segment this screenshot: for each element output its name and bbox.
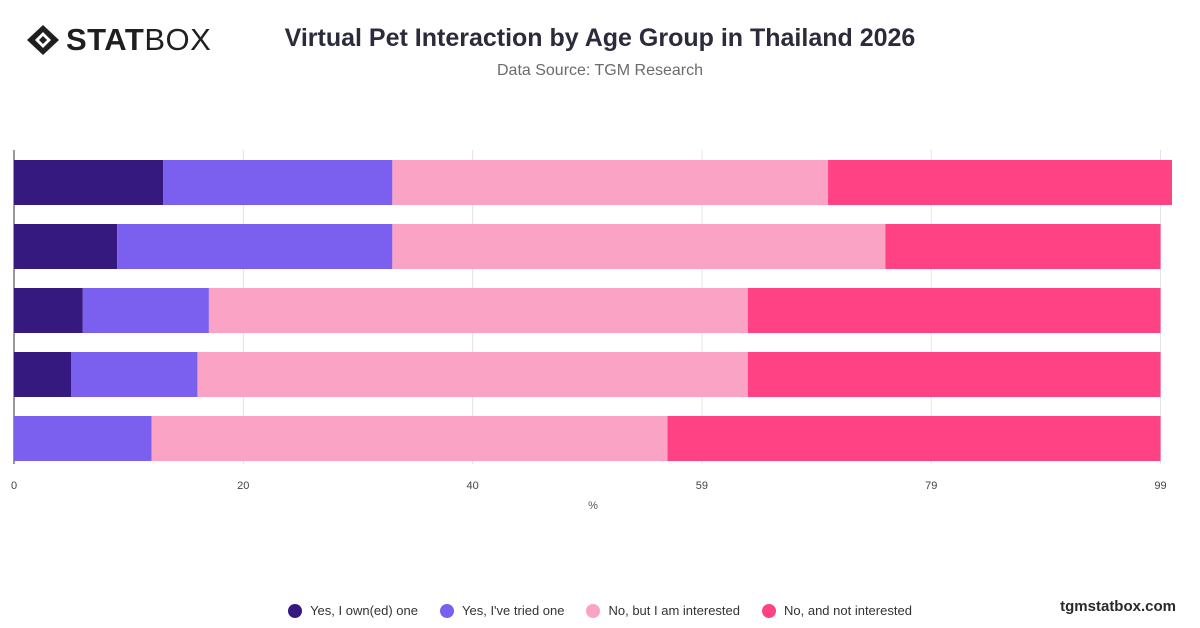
bar-segment	[885, 224, 1161, 269]
x-tick-label: 79	[925, 480, 937, 492]
bar-segment	[163, 160, 393, 205]
bar-segment	[392, 224, 886, 269]
bars	[14, 160, 1172, 461]
bar-segment	[14, 416, 152, 461]
chart-title: Virtual Pet Interaction by Age Group in …	[284, 24, 916, 52]
legend-label: No, and not interested	[784, 603, 912, 618]
bar-segment	[151, 416, 668, 461]
x-tick-label: 59	[696, 480, 708, 492]
x-axis-label: %	[588, 500, 598, 512]
legend-dot-icon	[440, 603, 455, 618]
bar-segment	[14, 288, 83, 333]
chart-subtitle: Data Source: TGM Research	[496, 62, 703, 79]
watermark: tgmstatbox.com	[1060, 598, 1176, 615]
bar-segment	[747, 352, 1161, 397]
legend-item[interactable]: Yes, I've tried one	[440, 603, 564, 618]
bar-segment	[117, 224, 393, 269]
stacked-bar-chart: 0 20 40 59 79 99 %	[11, 150, 1172, 512]
bar-segment	[14, 160, 164, 205]
bar-segment	[747, 288, 1161, 333]
bar-segment	[14, 224, 118, 269]
diamond-logo-icon	[27, 25, 59, 55]
x-tick-label: 40	[466, 480, 478, 492]
logo-wordmark: STATBOX	[66, 22, 212, 57]
legend-dot-icon	[586, 603, 601, 618]
legend-label: No, but I am interested	[608, 603, 740, 618]
bar-segment	[71, 352, 198, 397]
legend-dot-icon	[762, 603, 776, 618]
x-tick-label: 20	[237, 480, 249, 492]
bar-segment	[828, 160, 1172, 205]
legend-item[interactable]: Yes, I own(ed) one	[288, 603, 418, 618]
legend-item[interactable]: No, but I am interested	[586, 603, 740, 618]
bar-segment	[82, 288, 209, 333]
bar-segment	[14, 352, 72, 397]
bar-segment	[392, 160, 829, 205]
legend-dot-icon	[288, 603, 303, 618]
chart-legend: Yes, I own(ed) one Yes, I've tried one No,…	[0, 603, 1200, 618]
legend-label: Yes, I've tried one	[462, 603, 565, 618]
x-tick-label: 99	[1154, 480, 1166, 492]
x-tick-label: 0	[11, 480, 17, 492]
bar-segment	[208, 288, 748, 333]
x-axis-ticks: 0 20 40 59 79 99	[11, 480, 1167, 492]
bar-segment	[197, 352, 748, 397]
statbox-logo: STATBOX	[26, 24, 211, 56]
bar-segment	[667, 416, 1161, 461]
legend-label: Yes, I own(ed) one	[310, 603, 419, 618]
legend-item[interactable]: No, and not interested	[762, 603, 912, 618]
